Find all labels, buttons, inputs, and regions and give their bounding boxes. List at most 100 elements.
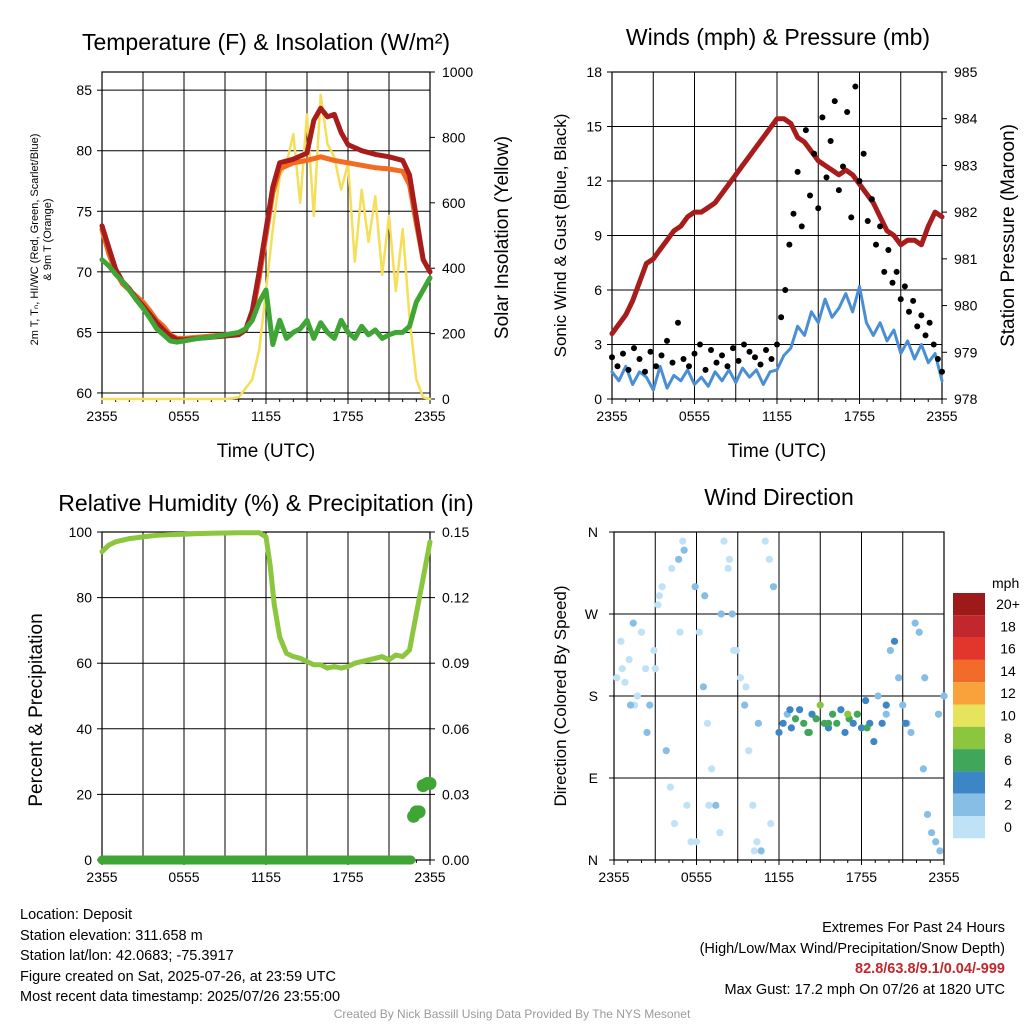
wind-direction-point bbox=[899, 701, 907, 709]
y-tick-label: 18 bbox=[586, 64, 602, 80]
y-axis-label-line2: & 9m T (Orange) bbox=[42, 198, 54, 280]
wind-direction-point bbox=[841, 728, 849, 737]
wind-direction-point bbox=[800, 719, 808, 727]
gust-point bbox=[835, 187, 842, 194]
gust-point bbox=[757, 361, 764, 368]
gust-point bbox=[881, 268, 888, 275]
legend-label: 6 bbox=[1004, 752, 1012, 768]
gust-point bbox=[782, 287, 789, 293]
wind-direction-point bbox=[812, 715, 820, 723]
legend-swatch bbox=[953, 615, 985, 638]
gust-point bbox=[719, 352, 725, 359]
gust-point bbox=[768, 356, 775, 363]
y-tick-label: 3 bbox=[594, 337, 602, 353]
y-tick-label: E bbox=[589, 770, 598, 786]
legend-swatch bbox=[953, 682, 985, 705]
x-tick-label: 2355 bbox=[414, 869, 445, 885]
gust-point bbox=[877, 223, 884, 230]
wind-direction-point bbox=[633, 692, 641, 700]
wind-direction-point bbox=[886, 646, 894, 655]
credit-text: Created By Nick Bassill Using Data Provi… bbox=[333, 1007, 691, 1021]
gust-point bbox=[906, 308, 912, 315]
legend-swatch bbox=[953, 704, 985, 727]
wind-direction-point bbox=[919, 765, 927, 773]
legend-swatch bbox=[953, 816, 985, 839]
x-tick-label: 1755 bbox=[332, 408, 363, 424]
gust-point bbox=[885, 247, 892, 254]
wind-direction-point bbox=[629, 619, 637, 627]
wind-direction-point bbox=[666, 783, 674, 791]
wind-direction-point bbox=[753, 838, 761, 846]
wind-direction-point bbox=[651, 665, 659, 673]
gust-point bbox=[647, 348, 654, 355]
legend-swatch bbox=[953, 726, 985, 750]
chart-title: Relative Humidity (%) & Precipitation (i… bbox=[58, 490, 473, 516]
wind-direction-point bbox=[932, 838, 940, 846]
wind-direction-point bbox=[650, 646, 658, 655]
legend-label: 14 bbox=[1000, 663, 1016, 679]
x-tick-label: 0555 bbox=[168, 408, 199, 424]
y-right-tick-label: 600 bbox=[442, 195, 466, 211]
x-tick-label: 2355 bbox=[86, 869, 117, 885]
gust-point bbox=[620, 350, 626, 357]
gust-point bbox=[831, 98, 838, 105]
precip-point bbox=[412, 805, 426, 819]
wind-direction-point bbox=[717, 610, 725, 618]
wind-direction-point bbox=[749, 801, 757, 809]
wind-direction-point bbox=[849, 719, 857, 727]
wind-direction-point bbox=[915, 628, 923, 636]
gust-point bbox=[631, 345, 637, 352]
gust-point bbox=[893, 268, 900, 275]
wind-direction-point bbox=[708, 765, 716, 773]
gust-point bbox=[860, 150, 867, 157]
wind-direction-point bbox=[676, 628, 684, 636]
wind-direction-point bbox=[720, 537, 728, 545]
wind-direction-point bbox=[695, 628, 703, 636]
y-tick-label: 0 bbox=[84, 852, 92, 868]
gust-point bbox=[918, 312, 925, 319]
gust-point bbox=[840, 163, 846, 170]
chart-title: Winds (mph) & Pressure (mb) bbox=[626, 24, 930, 50]
y-tick-label: W bbox=[585, 606, 599, 622]
wind-direction-point bbox=[769, 583, 778, 591]
y-right-tick-label: 200 bbox=[442, 326, 466, 342]
created-text: Figure created on Sat, 2025-07-26, at 23… bbox=[20, 968, 336, 985]
gust-point bbox=[697, 341, 703, 348]
wind-direction-point bbox=[765, 555, 773, 563]
y-tick-label: 9 bbox=[594, 228, 602, 244]
gust-point bbox=[864, 217, 871, 224]
chart-title: Wind Direction bbox=[704, 484, 854, 510]
pressure-series-line bbox=[609, 116, 945, 337]
wind-direction-point bbox=[928, 829, 936, 837]
y-tick-label: 20 bbox=[76, 786, 92, 802]
y-tick-label: 80 bbox=[76, 590, 92, 606]
wind-direction-point bbox=[779, 719, 787, 727]
y-right-axis-label: Station Pressure (Maroon) bbox=[998, 124, 1019, 347]
wind-direction-point bbox=[911, 619, 919, 627]
y-tick-label: 60 bbox=[76, 385, 92, 401]
wind-direction-point bbox=[703, 719, 712, 727]
y-right-tick-label: 982 bbox=[954, 204, 978, 220]
gust-point bbox=[724, 363, 731, 370]
x-tick-label: 2355 bbox=[598, 869, 629, 885]
y-tick-label: 85 bbox=[76, 82, 92, 98]
wind-direction-point bbox=[870, 737, 878, 746]
y-right-tick-label: 980 bbox=[954, 298, 978, 314]
gust-point bbox=[686, 363, 692, 370]
recent-data-text: Most recent data timestamp: 2025/07/26 2… bbox=[20, 989, 341, 1005]
y-axis-label: Direction (Colored By Speed) bbox=[551, 585, 570, 806]
wind-direction-point bbox=[837, 706, 845, 714]
y-tick-label: 6 bbox=[594, 282, 602, 298]
gust-point bbox=[763, 346, 769, 353]
chart-title: Temperature (F) & Insolation (W/m²) bbox=[82, 29, 450, 55]
x-tick-label: 2355 bbox=[414, 408, 445, 424]
extremes-subtitle: (High/Low/Max Wind/Precipitation/Snow De… bbox=[699, 940, 1005, 957]
wind-direction-point bbox=[767, 819, 775, 828]
gust-point bbox=[658, 352, 665, 359]
legend-swatch bbox=[953, 659, 985, 683]
y-tick-label: S bbox=[589, 688, 598, 704]
wind-direction-point bbox=[874, 692, 882, 700]
gust-point bbox=[702, 366, 709, 373]
precip-point bbox=[423, 776, 437, 790]
gust-point bbox=[730, 345, 736, 352]
